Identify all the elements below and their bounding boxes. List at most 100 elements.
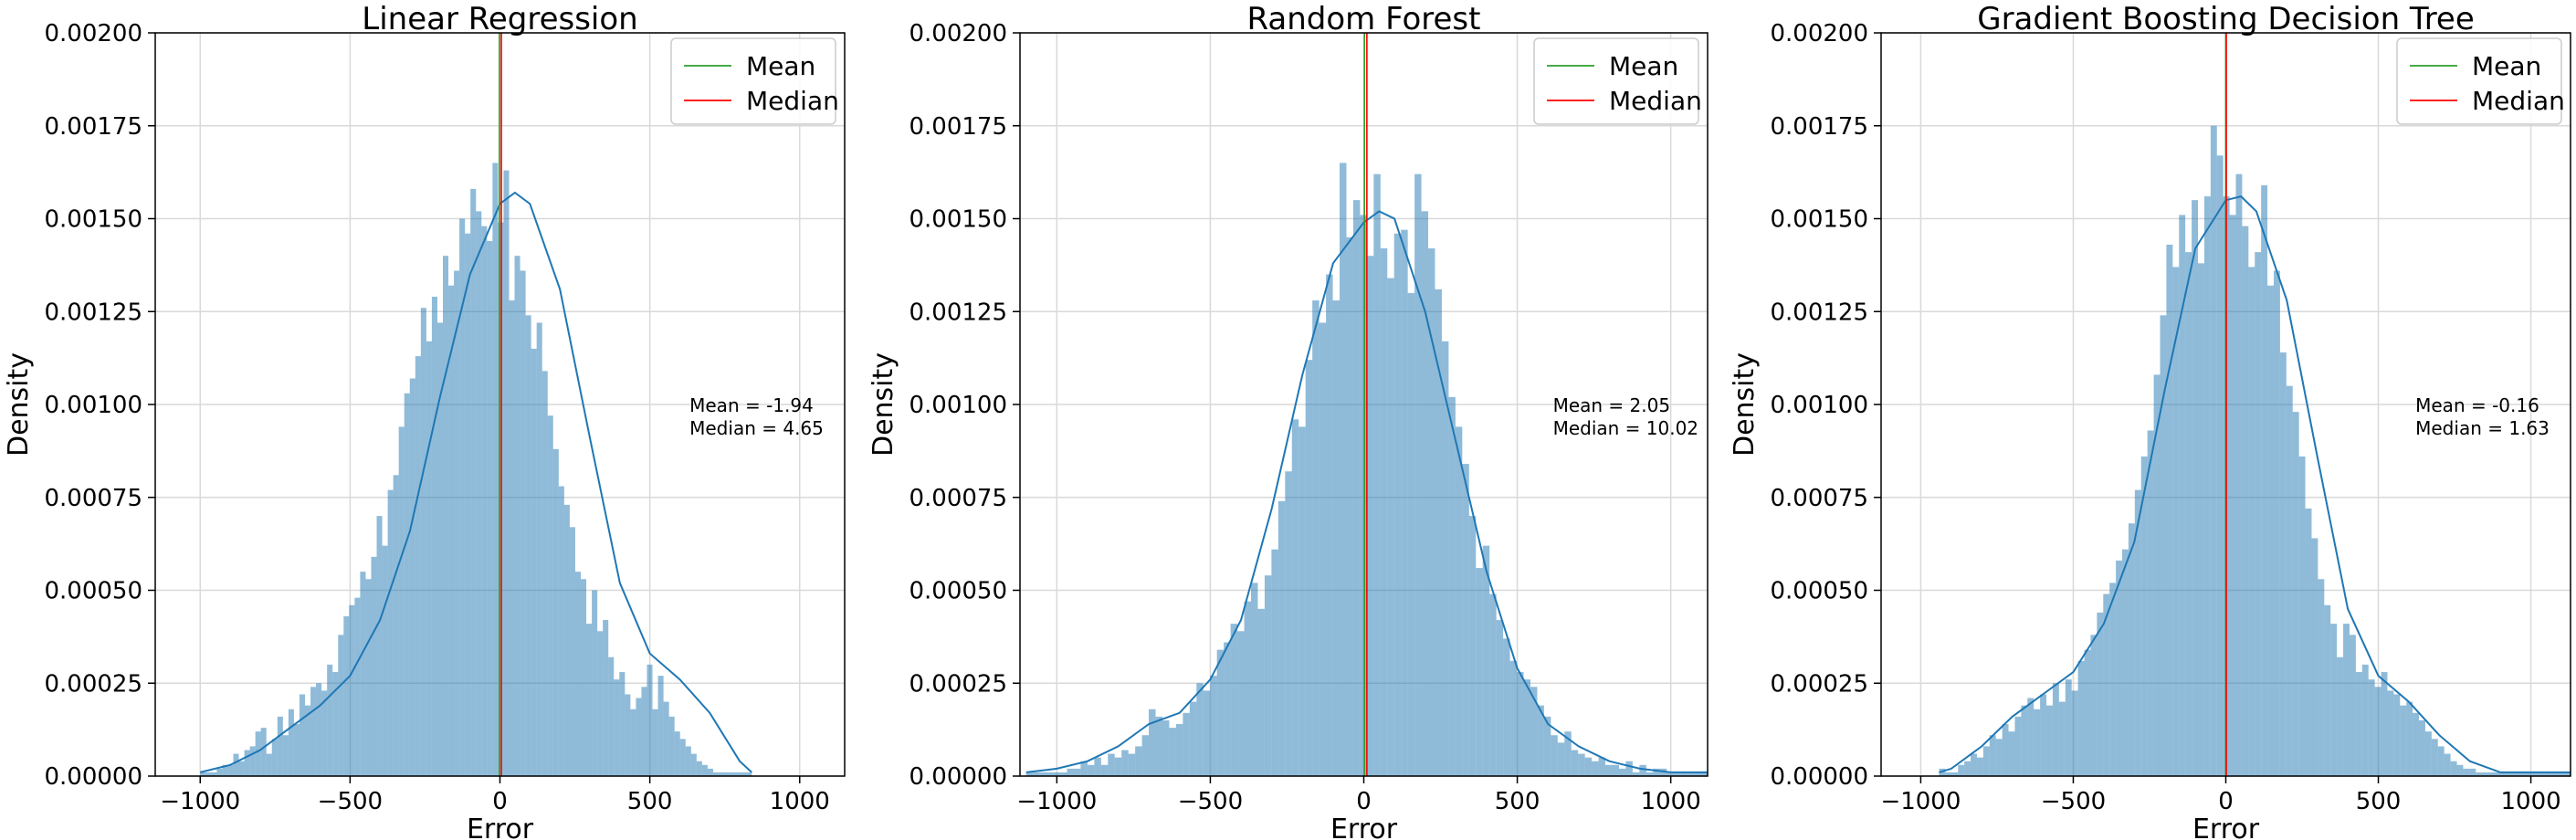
histogram-bar: [2058, 701, 2066, 776]
histogram-bar: [2564, 772, 2571, 776]
histogram-bar: [465, 233, 471, 776]
histogram-bar: [1592, 761, 1599, 776]
histogram-bar: [1667, 772, 1674, 776]
histogram-bar: [1584, 757, 1593, 776]
histogram-bar: [652, 709, 658, 776]
histogram-bar: [2071, 690, 2078, 776]
histogram-bar: [1543, 716, 1551, 776]
histogram-bar: [2482, 772, 2489, 776]
histogram-bar: [1312, 300, 1320, 776]
chart-title: Gradient Boosting Decision Tree: [1977, 1, 2475, 37]
histogram-bar: [730, 772, 736, 776]
chart-title: Random Forest: [1247, 1, 1481, 37]
y-tick-label: 0.00075: [909, 485, 1007, 512]
histogram-bar: [2361, 664, 2369, 776]
legend: Mean Median: [1533, 37, 1702, 125]
x-axis-label: Error: [467, 814, 534, 840]
x-tick-label: 500: [2356, 788, 2402, 815]
x-tick-label: 0: [2218, 788, 2234, 815]
histogram-bar: [2469, 768, 2476, 776]
histogram-bar: [299, 694, 305, 776]
legend-label: Mean: [1609, 51, 1678, 81]
histogram-bar: [365, 579, 372, 776]
histogram-bar: [470, 188, 477, 776]
y-tick-label: 0.00200: [1770, 20, 1868, 47]
y-tick-label: 0.00050: [1770, 578, 1868, 605]
histogram-bar: [1578, 753, 1585, 776]
histogram-bar: [2008, 731, 2015, 776]
histogram-bar: [741, 772, 747, 776]
histogram-bar: [2450, 761, 2457, 776]
histogram-bar: [288, 709, 294, 776]
histogram-bar: [2551, 772, 2559, 776]
histogram-bar: [2305, 508, 2312, 776]
histogram-bar: [2456, 764, 2464, 776]
histogram-bar: [1169, 728, 1176, 776]
chart-title: Linear Regression: [362, 1, 637, 37]
histogram-bar: [2065, 679, 2072, 776]
histogram-bar: [746, 772, 752, 776]
histogram-bar: [541, 371, 548, 776]
histogram-bar: [1121, 750, 1129, 776]
histogram-bar: [1352, 200, 1361, 776]
x-tick-label: 0: [1356, 788, 1372, 815]
histogram-bar: [1503, 638, 1510, 776]
histogram-bar: [1455, 426, 1463, 776]
histogram-bar: [718, 772, 725, 776]
histogram-bar: [1025, 772, 1034, 776]
legend-label: Mean: [746, 51, 815, 81]
histogram-bar: [509, 300, 515, 776]
histogram-bar: [1428, 248, 1435, 776]
histogram-bar: [1100, 764, 1109, 776]
legend-box: [2396, 37, 2562, 125]
histogram-bar: [2002, 724, 2009, 776]
histogram-bar: [1557, 742, 1565, 776]
histogram-bar: [630, 709, 636, 776]
legend-box: [670, 37, 836, 125]
histogram-bar: [2476, 772, 2483, 776]
histogram-bar: [1305, 360, 1313, 776]
y-tick-label: 0.00075: [44, 485, 142, 512]
histogram-bar: [316, 683, 322, 776]
histogram-bar: [1482, 545, 1490, 776]
histogram-bar: [1067, 768, 1074, 776]
histogram-bar: [552, 448, 559, 776]
histogram-bar: [1080, 761, 1088, 776]
histogram-bar: [2052, 683, 2059, 776]
histogram-bar: [2122, 549, 2129, 776]
histogram-bar: [2311, 538, 2318, 776]
histogram-bar: [1319, 322, 1327, 776]
histogram-bar: [2090, 635, 2098, 776]
histogram-bar: [1421, 211, 1429, 777]
histogram-bar: [2109, 583, 2117, 776]
histogram-bar: [641, 687, 647, 776]
histogram-bar: [2242, 226, 2249, 776]
y-tick-label: 0.00150: [44, 206, 142, 234]
histogram-bar: [1271, 549, 1278, 776]
histogram-bar: [647, 664, 653, 776]
y-tick-label: 0.00200: [909, 20, 1007, 47]
kde-line: [1939, 194, 2571, 773]
histogram-bar: [1196, 683, 1204, 776]
histogram-bar: [2444, 753, 2451, 776]
x-tick-label: −500: [2041, 788, 2106, 815]
histogram-bar: [1299, 426, 1306, 776]
histogram-bar: [1564, 731, 1572, 776]
legend-label: Mean: [2472, 51, 2541, 81]
histogram-bar: [1033, 772, 1040, 776]
histogram-bar: [1285, 471, 1292, 776]
histogram-bar: [1598, 757, 1606, 776]
mean-annotation: Mean = 2.05: [1553, 394, 1671, 416]
histogram-bar: [1155, 716, 1162, 776]
histogram-bar: [442, 256, 449, 776]
histogram-bar: [233, 753, 239, 776]
histogram-bar: [415, 356, 421, 776]
histogram-bar: [1551, 735, 1558, 776]
histogram-bar: [1945, 772, 1952, 776]
histogram-bar: [690, 753, 697, 776]
histogram-bar: [222, 764, 228, 776]
histogram-bar: [327, 664, 333, 776]
histogram-bar: [2229, 215, 2236, 776]
histogram-bar: [227, 764, 234, 776]
histogram-bar: [2235, 173, 2243, 776]
